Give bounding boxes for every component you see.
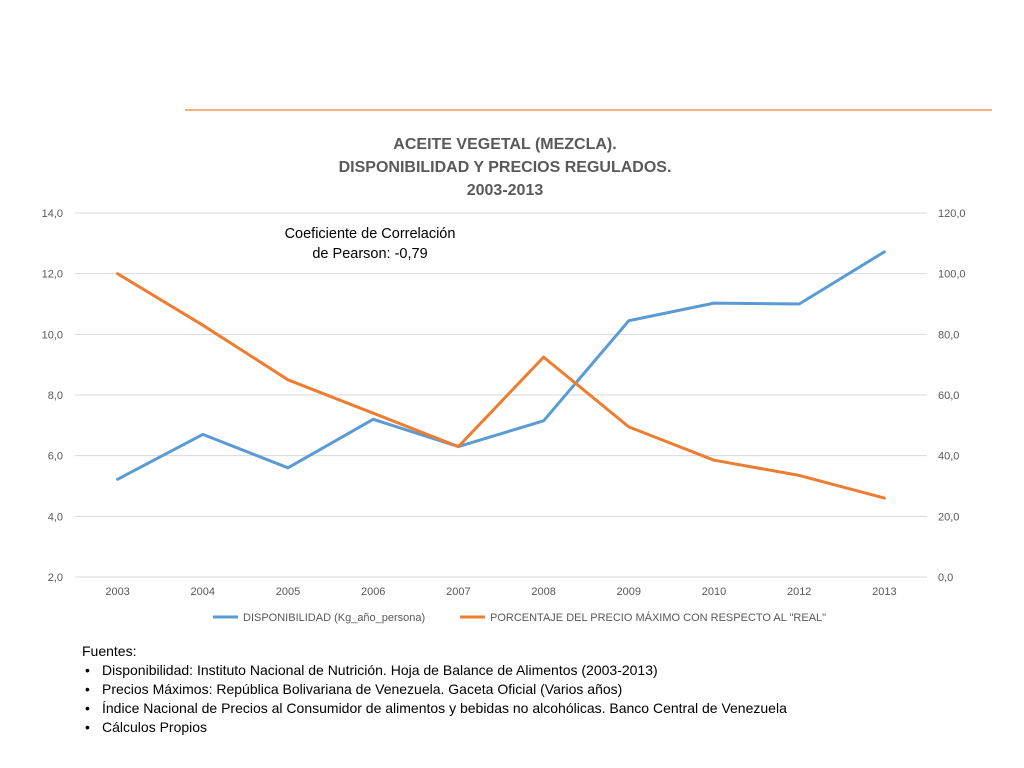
y-axis-right: 0,0 20,0 40,0 60,0 80,0 100,0 120,0: [938, 208, 966, 584]
source-item: Cálculos Propios: [82, 718, 1002, 737]
sources-heading: Fuentes:: [82, 643, 137, 659]
x-tick-label: 2008: [531, 586, 555, 598]
x-tick-label: 2004: [191, 586, 215, 598]
x-tick-label: 2010: [702, 586, 726, 598]
x-tick-label: 2009: [617, 586, 641, 598]
y-left-tick-label: 10,0: [42, 329, 63, 341]
legend-label: PORCENTAJE DEL PRECIO MÁXIMO CON RESPECT…: [490, 611, 826, 624]
y-right-tick-label: 100,0: [938, 269, 966, 281]
gridlines: [75, 212, 927, 578]
chart-title-line: ACEITE VEGETAL (MEZCLA).: [393, 136, 616, 153]
y-axis-left: 2,0 4,0 6,0 8,0 10,0 12,0 14,0: [42, 208, 63, 584]
annotation-line: de Pearson: -0,79: [312, 246, 427, 262]
legend-label: DISPONIBILIDAD (Kg_año_persona): [243, 612, 425, 624]
source-item: Índice Nacional de Precios al Consumidor…: [82, 699, 1002, 718]
y-right-tick-label: 120,0: [938, 208, 966, 220]
y-right-tick-label: 40,0: [938, 451, 959, 463]
x-tick-label: 2013: [872, 586, 896, 598]
sources-block: Fuentes: Disponibilidad: Instituto Nacio…: [82, 642, 1002, 737]
x-tick-label: 2007: [446, 586, 470, 598]
y-left-tick-label: 4,0: [48, 511, 63, 523]
source-item: Disponibilidad: Instituto Nacional de Nu…: [82, 661, 1002, 680]
source-item: Precios Máximos: República Bolivariana d…: [82, 680, 1002, 699]
sources-list: Disponibilidad: Instituto Nacional de Nu…: [82, 661, 1002, 737]
chart-title-line: DISPONIBILIDAD Y PRECIOS REGULADOS.: [339, 159, 672, 176]
y-left-tick-label: 6,0: [48, 451, 63, 463]
series-line-disponibilidad: [116, 250, 886, 481]
x-tick-label: 2003: [105, 586, 129, 598]
y-right-tick-label: 20,0: [938, 511, 959, 523]
annotation-line: Coeficiente de Correlación: [285, 226, 456, 242]
x-tick-label: 2006: [361, 586, 385, 598]
series-line-porcentaje: [116, 272, 886, 500]
y-left-tick-label: 12,0: [42, 269, 63, 281]
x-tick-label: 2012: [787, 586, 811, 598]
chart-title-line: 2003-2013: [467, 182, 544, 199]
series: [116, 250, 886, 500]
x-tick-label: 2005: [276, 586, 300, 598]
y-left-tick-label: 8,0: [48, 390, 63, 402]
y-right-tick-label: 80,0: [938, 329, 959, 341]
x-axis: 2003 2004 2005 2006 2007 2008 2009 2010 2012 2013: [105, 586, 896, 598]
y-left-tick-label: 2,0: [48, 572, 63, 584]
y-right-tick-label: 0,0: [938, 572, 953, 584]
legend: DISPONIBILIDAD (Kg_año_persona) PORCENTAJ…: [213, 611, 826, 624]
correlation-annotation: Coeficiente de Correlación de Pearson: -0…: [285, 226, 456, 262]
y-right-tick-label: 60,0: [938, 390, 959, 402]
chart-title: ACEITE VEGETAL (MEZCLA). DISPONIBILIDAD Y…: [339, 136, 672, 199]
y-left-tick-label: 14,0: [42, 208, 63, 220]
